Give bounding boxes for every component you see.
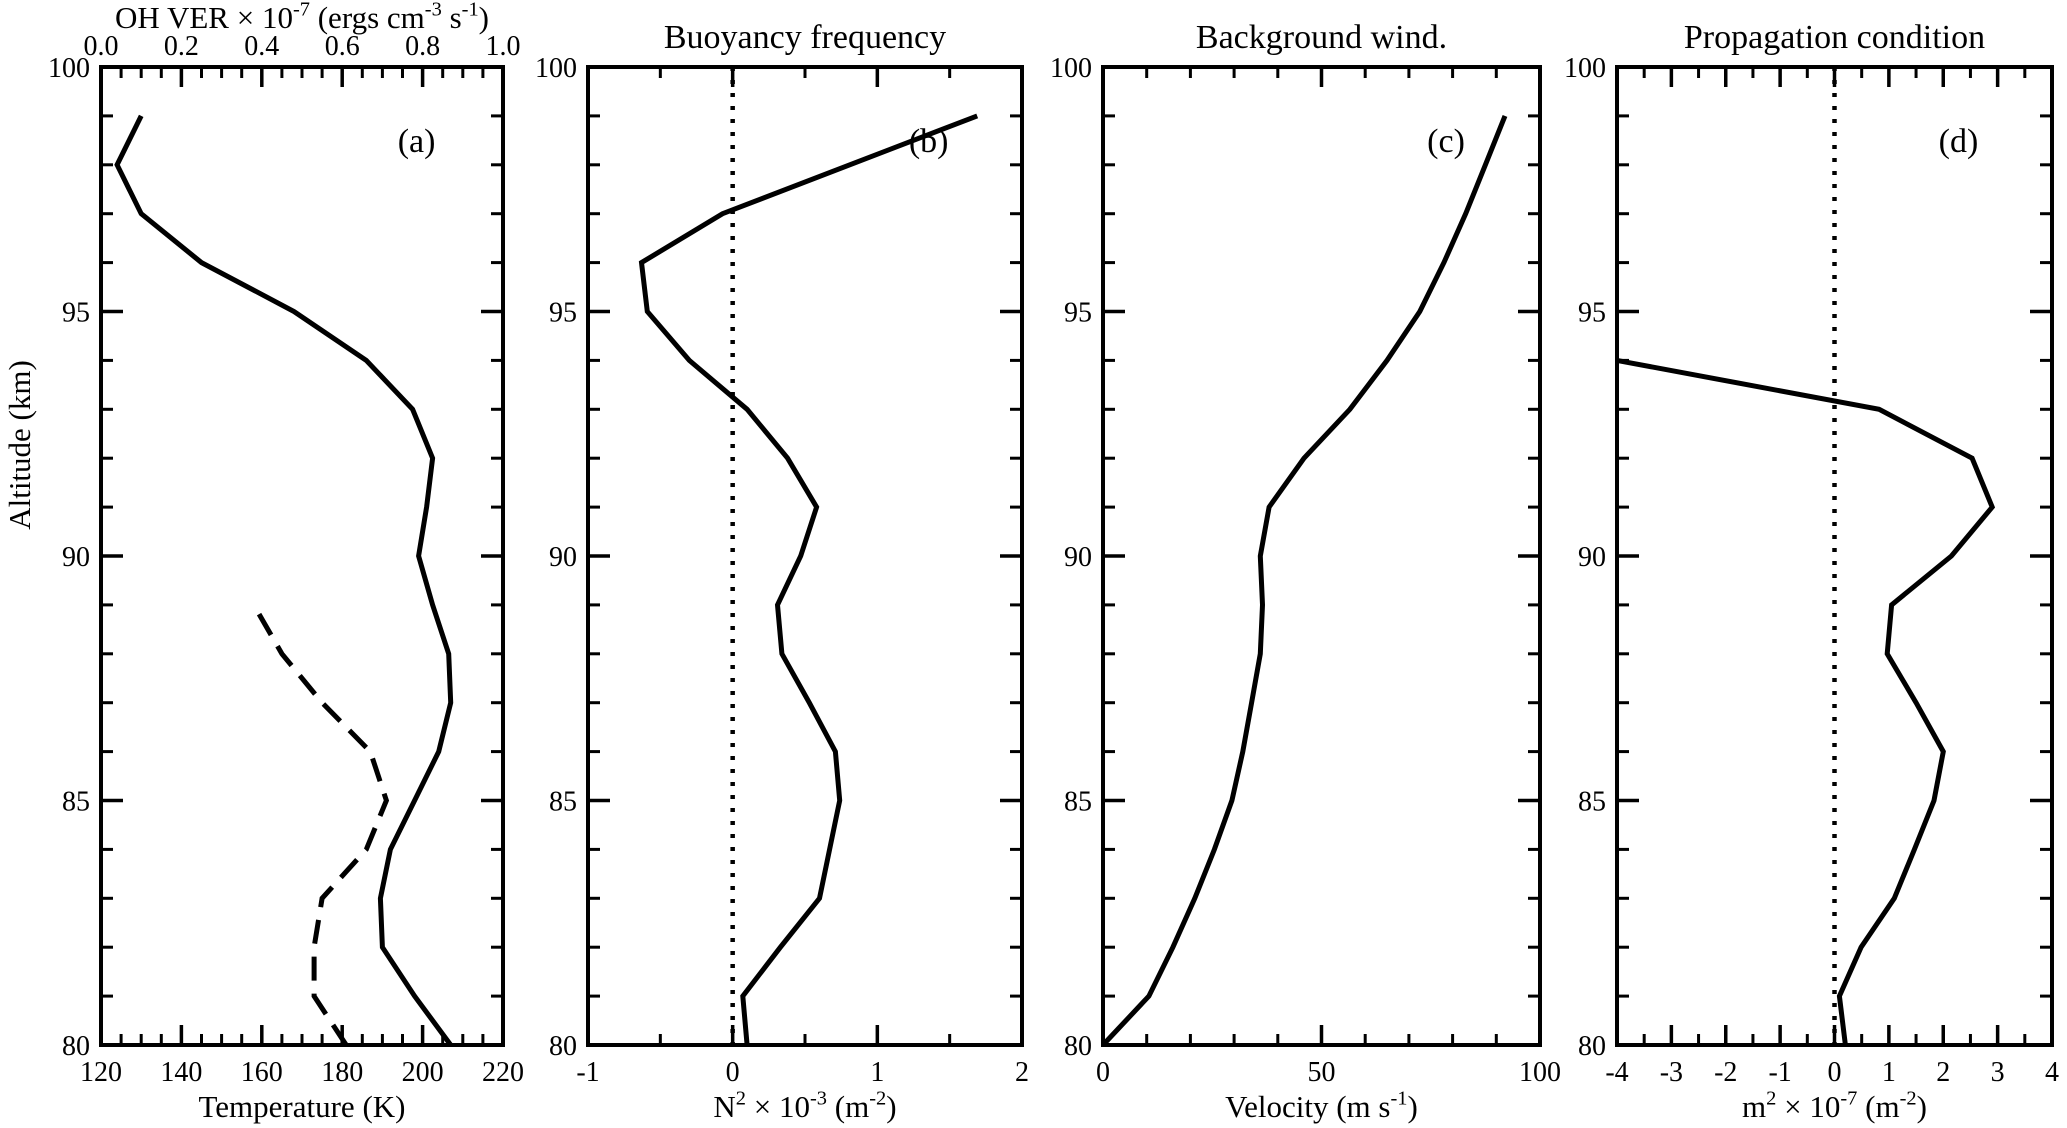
series-buoyancy-frequency [638, 113, 979, 1046]
y-tick-label: 95 [1578, 298, 1606, 329]
x-tick-label: 160 [241, 1057, 283, 1088]
y-tick-label: 100 [535, 53, 577, 84]
x-axis-label: m2 × 10-7 (m-2) [1742, 1088, 1927, 1124]
top-tick-label: 0.6 [325, 31, 360, 62]
x-tick-label: 180 [321, 1057, 363, 1088]
x-tick-label: 0 [726, 1057, 740, 1088]
panel-c: 0 50 100 80 85 90 95 100 Velocity (m s-1) Backgro… [1050, 19, 1561, 1124]
x-tick-label: -2 [1714, 1057, 1737, 1088]
x-tick-label: 200 [402, 1057, 444, 1088]
panel-d: -4 -3 -2 -1 0 1 2 3 4 80 85 90 95 100 m2 × 10-7 (m-2) P… [1564, 19, 2059, 1124]
panel-letter: (b) [909, 123, 949, 160]
y-tick-label: 90 [62, 542, 90, 573]
y-tick-label: 100 [48, 53, 90, 84]
panel-frame [586, 65, 1024, 1047]
x-tick-label: 1 [870, 1057, 884, 1088]
y-tick-label: 80 [1064, 1031, 1092, 1062]
x-tick-label: -1 [576, 1057, 599, 1088]
panel-b: -1 0 1 2 80 85 90 95 100 N2 × 10-3 (m-2) Buoyancy … [535, 19, 1029, 1124]
y-axis-label: Altitude (km) [2, 360, 37, 530]
y-tick-label: 95 [62, 298, 90, 329]
panel-frame [99, 65, 505, 1047]
y-tick-label: 80 [1578, 1031, 1606, 1062]
panel-title: Propagation condition [1684, 19, 1985, 56]
top-tick-label: 0.2 [164, 31, 199, 62]
x-tick-label: 1 [1882, 1057, 1896, 1088]
top-tick-label: 0.4 [244, 31, 279, 62]
top-tick-label: 0.8 [405, 31, 440, 62]
x-axis-label: Velocity (m s-1) [1225, 1088, 1418, 1124]
series-oh-ver [251, 603, 390, 1047]
y-tick-label: 85 [549, 787, 577, 818]
x-tick-label: -4 [1605, 1057, 1628, 1088]
top-tick-label: 1.0 [486, 31, 521, 62]
y-tick-label: 85 [1578, 787, 1606, 818]
y-tick-label: 85 [1064, 787, 1092, 818]
x-tick-label: 2 [1936, 1057, 1950, 1088]
top-tick-label: 0.0 [84, 31, 119, 62]
y-tick-label: 90 [549, 542, 577, 573]
x-tick-label: -1 [1768, 1057, 1791, 1088]
y-tick-label: 95 [549, 298, 577, 329]
panel-letter: (a) [398, 123, 436, 160]
panel-title: Buoyancy frequency [664, 19, 946, 56]
x-tick-label: 100 [1519, 1057, 1561, 1088]
x-tick-label: 120 [80, 1057, 122, 1088]
x-tick-label: -3 [1660, 1057, 1683, 1088]
y-tick-label: 90 [1064, 542, 1092, 573]
x-tick-label: 0 [1096, 1057, 1110, 1088]
y-tick-label: 100 [1564, 53, 1606, 84]
x-axis-label: Temperature (K) [199, 1089, 406, 1124]
x-tick-label: 0 [1828, 1057, 1842, 1088]
top-axis-label: OH VER × 10-7 (ergs cm-3 s-1) [115, 0, 489, 35]
x-tick-label: 3 [1991, 1057, 2005, 1088]
series-background-wind [1101, 114, 1508, 1047]
series-temperature [114, 114, 454, 1047]
panel-letter: (d) [1939, 123, 1979, 160]
series-propagation-condition [1616, 357, 1996, 1046]
y-tick-label: 100 [1050, 53, 1092, 84]
x-axis-label: N2 × 10-3 (m-2) [713, 1088, 896, 1124]
y-tick-label: 80 [549, 1031, 577, 1062]
x-tick-label: 4 [2045, 1057, 2059, 1088]
x-tick-label: 50 [1308, 1057, 1336, 1088]
y-tick-label: 90 [1578, 542, 1606, 573]
x-tick-label: 220 [482, 1057, 524, 1088]
x-tick-label: 140 [160, 1057, 202, 1088]
y-tick-label: 80 [62, 1031, 90, 1062]
panel-letter: (c) [1427, 123, 1465, 160]
y-tick-label: 95 [1064, 298, 1092, 329]
y-tick-label: 85 [62, 787, 90, 818]
panel-a: 120 140 160 180 200 220 0.0 0.2 0.4 0.6 0.8 1.0OH V… [48, 0, 524, 1124]
x-tick-label: 2 [1015, 1057, 1029, 1088]
panel-title: Background wind. [1196, 19, 1447, 56]
panel-frame [1101, 65, 1542, 1047]
